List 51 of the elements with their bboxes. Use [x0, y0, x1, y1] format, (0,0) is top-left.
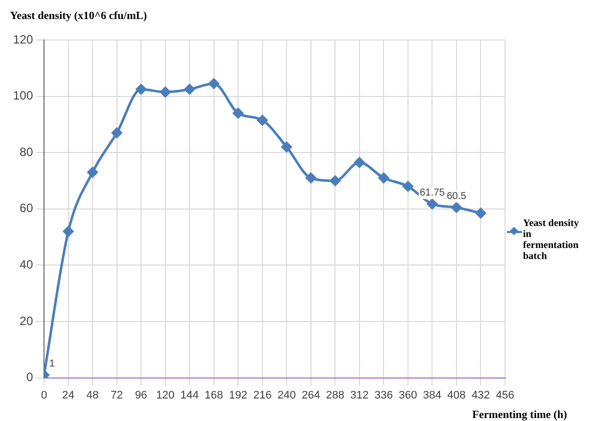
x-tick-label: 192 [228, 389, 248, 402]
data-label: 60.5 [446, 191, 467, 202]
x-tick-label: 168 [204, 389, 224, 402]
point [354, 157, 365, 168]
y-tick-label: 120 [12, 32, 34, 46]
x-axis-title: Fermenting time (h) [472, 409, 567, 421]
x-tick-label: 240 [277, 389, 296, 402]
y-tick-label: 60 [20, 201, 34, 216]
x-tick-label: 312 [350, 389, 369, 402]
point [160, 86, 171, 98]
point [63, 226, 74, 237]
data-label: 1 [49, 358, 56, 370]
point [306, 172, 316, 184]
point [184, 84, 195, 95]
legend-label: Yeast density in fermentation batch [523, 218, 580, 262]
y-axis-title: Yeast density (x10^6 cfu/mL) [10, 10, 147, 22]
x-tick-label: 408 [447, 389, 466, 402]
point [378, 172, 389, 184]
point [451, 202, 462, 213]
x-tick-label: 216 [253, 389, 272, 402]
x-tick-label: 456 [496, 389, 514, 402]
x-tick-label: 360 [398, 389, 418, 402]
y-tick-label: 40 [20, 258, 34, 272]
x-tick-label: 144 [180, 389, 199, 402]
x-tick-label: 120 [156, 389, 175, 402]
y-tick-label: 100 [12, 88, 34, 103]
point [232, 108, 244, 118]
x-tick-label: 48 [86, 389, 99, 402]
x-tick-label: 72 [110, 389, 123, 402]
x-tick-label: 336 [374, 389, 393, 402]
x-tick-label: 24 [62, 389, 74, 402]
point [136, 84, 146, 95]
point [208, 78, 220, 89]
y-tick-label: 0 [26, 370, 34, 384]
point [281, 142, 292, 152]
x-tick-label: 432 [472, 389, 490, 402]
x-tick-label: 264 [302, 389, 320, 402]
x-tick-label: 96 [134, 389, 148, 402]
point [112, 128, 122, 138]
point [330, 176, 340, 186]
x-tick-label: 0 [40, 389, 48, 402]
y-tick-label: 20 [20, 314, 34, 328]
y-tick-label: 80 [20, 144, 34, 159]
x-tick-label: 384 [423, 389, 442, 402]
point [402, 181, 414, 192]
point [475, 208, 486, 218]
point [257, 114, 268, 126]
x-tick-label: 288 [326, 389, 344, 402]
point [87, 167, 98, 178]
data-label: 61.75 [420, 188, 446, 199]
point [426, 198, 438, 210]
